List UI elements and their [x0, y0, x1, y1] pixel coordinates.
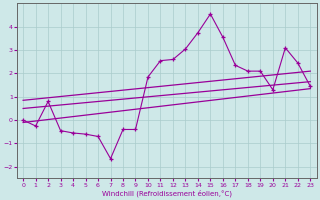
X-axis label: Windchill (Refroidissement éolien,°C): Windchill (Refroidissement éolien,°C) — [102, 189, 232, 197]
